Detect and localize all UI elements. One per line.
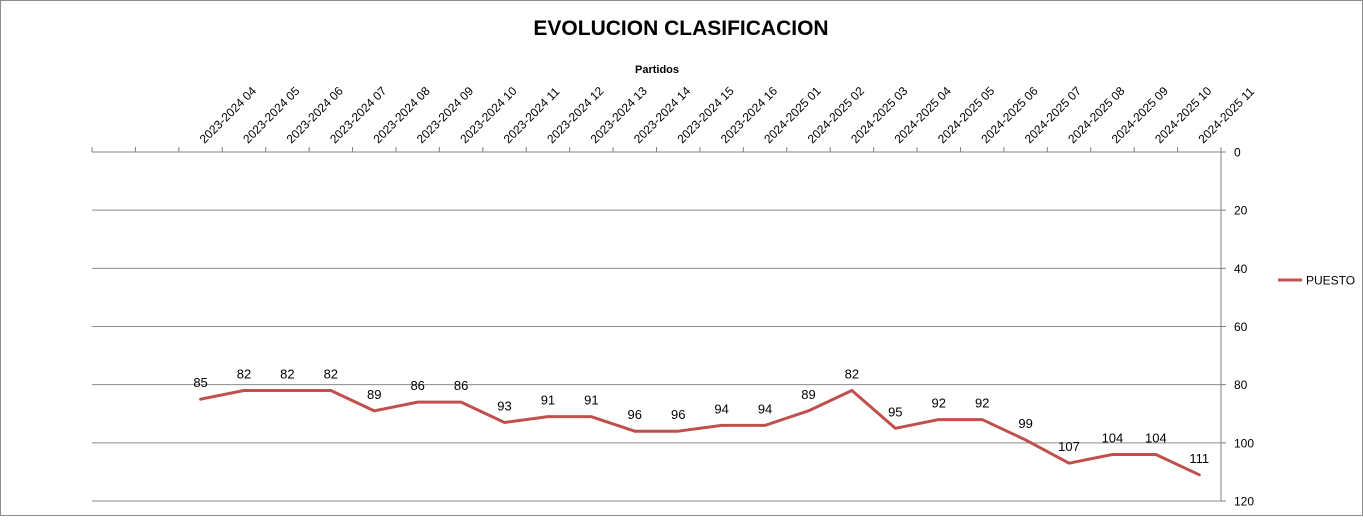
data-label: 104	[1145, 430, 1167, 445]
data-label: 82	[237, 366, 251, 381]
data-label: 107	[1058, 439, 1080, 454]
data-label: 91	[584, 393, 598, 408]
data-label: 85	[193, 375, 207, 390]
y-tick-label: 100	[1234, 436, 1254, 450]
data-label: 99	[1018, 416, 1032, 431]
data-label: 95	[888, 404, 902, 419]
data-label: 96	[628, 407, 642, 422]
data-label: 91	[541, 393, 555, 408]
data-label: 86	[410, 378, 424, 393]
data-label: 89	[801, 387, 815, 402]
y-tick-label: 60	[1234, 320, 1248, 334]
y-tick-label: 0	[1234, 146, 1241, 160]
data-label: 111	[1189, 451, 1209, 466]
data-label: 92	[932, 396, 946, 411]
data-label: 89	[367, 387, 381, 402]
legend-label-puesto: PUESTO	[1306, 274, 1355, 288]
data-labels: 85 82 82 82 89 86 86 93 91 91 96 96 94 94 89 82 95 92 92 99…	[193, 366, 1209, 465]
series-line-puesto	[199, 388, 1201, 477]
y-tick-label: 40	[1234, 262, 1248, 276]
data-label: 94	[758, 401, 772, 416]
data-label: 82	[845, 366, 859, 381]
data-label: 93	[497, 398, 511, 413]
data-label: 104	[1102, 430, 1124, 445]
data-label: 92	[975, 396, 989, 411]
legend: PUESTO	[1278, 274, 1355, 288]
data-label: 96	[671, 407, 685, 422]
gridlines	[92, 209, 1221, 502]
data-label: 82	[280, 366, 294, 381]
y-tick-label: 120	[1234, 495, 1254, 509]
y-tick-label: 20	[1234, 204, 1248, 218]
x-axis-title: Partidos	[635, 64, 679, 76]
data-label: 82	[324, 366, 338, 381]
data-label: 94	[714, 401, 728, 416]
data-label: 86	[454, 378, 468, 393]
chart-title: EVOLUCION CLASIFICACION	[533, 17, 828, 40]
series-layer	[199, 388, 1201, 477]
y-tick-label: 80	[1234, 378, 1248, 392]
